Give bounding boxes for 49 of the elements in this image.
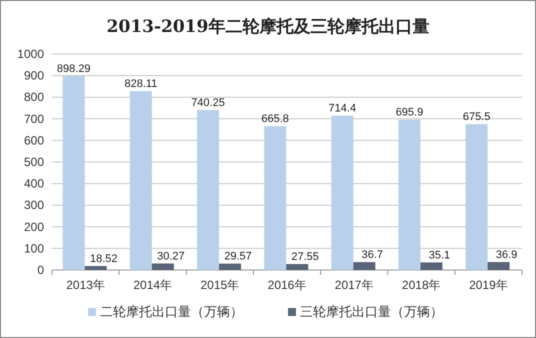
data-label: 36.9	[496, 249, 518, 262]
x-tick-label: 2018年	[402, 278, 441, 292]
x-tick-label: 2017年	[334, 278, 374, 292]
y-tick-label: 800	[24, 90, 44, 104]
legend-label: 三轮摩托出口量（万辆）	[300, 304, 443, 319]
chart-title: 2013-2019年二轮摩托及三轮摩托出口量	[106, 17, 430, 37]
data-label: 898.29	[56, 62, 91, 75]
data-label: 695.9	[396, 106, 424, 119]
bar	[264, 126, 286, 270]
y-tick-label: 100	[24, 241, 44, 256]
y-tick-label: 900	[24, 68, 44, 83]
x-tick-label: 2019年	[469, 278, 508, 292]
bar	[130, 91, 152, 270]
y-tick-label: 600	[24, 133, 44, 148]
bar	[398, 120, 420, 270]
y-tick-label: 200	[24, 220, 44, 234]
y-tick-label: 300	[24, 198, 44, 212]
x-tick-label: 2014年	[133, 278, 172, 292]
x-tick-label: 2013年	[66, 278, 105, 292]
bar	[331, 116, 354, 270]
bar	[197, 110, 220, 270]
data-label: 35.1	[428, 249, 450, 262]
data-label: 27.55	[291, 251, 319, 264]
bar	[152, 263, 174, 270]
legend-label: 二轮摩托出口量（万辆）	[100, 304, 243, 319]
data-label: 36.7	[362, 249, 384, 262]
bar	[488, 262, 510, 270]
data-label: 740.25	[191, 97, 225, 110]
y-tick-label: 700	[24, 112, 44, 126]
data-label: 30.27	[157, 250, 185, 262]
data-label: 675.5	[462, 111, 490, 124]
y-tick-label: 500	[24, 155, 44, 169]
data-label: 714.4	[328, 102, 356, 115]
y-tick-label: 400	[24, 176, 44, 191]
bar	[219, 264, 242, 270]
bar	[466, 124, 488, 270]
bar	[353, 262, 376, 270]
x-tick-label: 2016年	[268, 278, 306, 292]
bar	[62, 76, 85, 270]
data-label: 665.8	[261, 113, 289, 126]
data-label: 29.57	[224, 250, 252, 263]
data-label: 18.52	[90, 253, 118, 265]
bar	[420, 262, 442, 270]
y-tick-label: 0	[37, 263, 44, 277]
bar	[286, 264, 308, 270]
y-tick-label: 1000	[17, 47, 44, 61]
bar	[84, 266, 107, 270]
data-label: 828.11	[124, 78, 158, 90]
x-tick-label: 2015年	[200, 278, 240, 292]
